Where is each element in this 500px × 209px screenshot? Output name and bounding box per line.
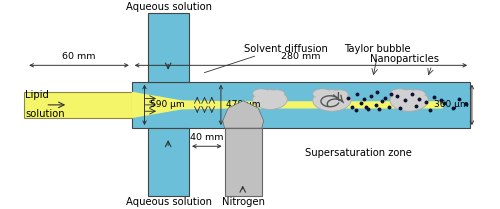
Polygon shape	[222, 101, 264, 128]
Ellipse shape	[408, 90, 426, 99]
Text: 60 mm: 60 mm	[62, 52, 96, 61]
Ellipse shape	[331, 90, 348, 99]
Ellipse shape	[256, 90, 284, 104]
Ellipse shape	[316, 90, 348, 106]
Bar	[132, 82, 470, 128]
Ellipse shape	[390, 89, 428, 111]
Text: Lipid: Lipid	[26, 90, 49, 100]
Bar	[24, 92, 132, 118]
Ellipse shape	[393, 90, 426, 106]
Text: Nitrogen: Nitrogen	[222, 197, 264, 207]
Text: Nanoparticles: Nanoparticles	[370, 54, 439, 64]
Text: 360 μm: 360 μm	[434, 100, 468, 109]
Text: 470 μm: 470 μm	[226, 100, 261, 109]
Text: Solvent diffusion: Solvent diffusion	[244, 44, 328, 54]
Bar	[224, 128, 262, 196]
Text: 280 mm: 280 mm	[281, 52, 320, 61]
Ellipse shape	[252, 89, 270, 98]
Text: solution: solution	[26, 110, 65, 119]
Text: 40 mm: 40 mm	[190, 133, 224, 142]
Text: Taylor bubble: Taylor bubble	[344, 44, 410, 54]
Ellipse shape	[390, 89, 409, 99]
Ellipse shape	[252, 89, 288, 110]
Text: Aqueous solution: Aqueous solution	[126, 2, 212, 12]
Polygon shape	[132, 92, 443, 118]
Ellipse shape	[269, 90, 284, 98]
Text: Supersaturation zone: Supersaturation zone	[304, 148, 412, 158]
Ellipse shape	[313, 89, 332, 99]
Text: 590 μm: 590 μm	[150, 100, 184, 109]
Bar	[148, 14, 189, 82]
Text: Aqueous solution: Aqueous solution	[126, 197, 212, 207]
Bar	[148, 128, 189, 196]
Ellipse shape	[313, 89, 351, 111]
